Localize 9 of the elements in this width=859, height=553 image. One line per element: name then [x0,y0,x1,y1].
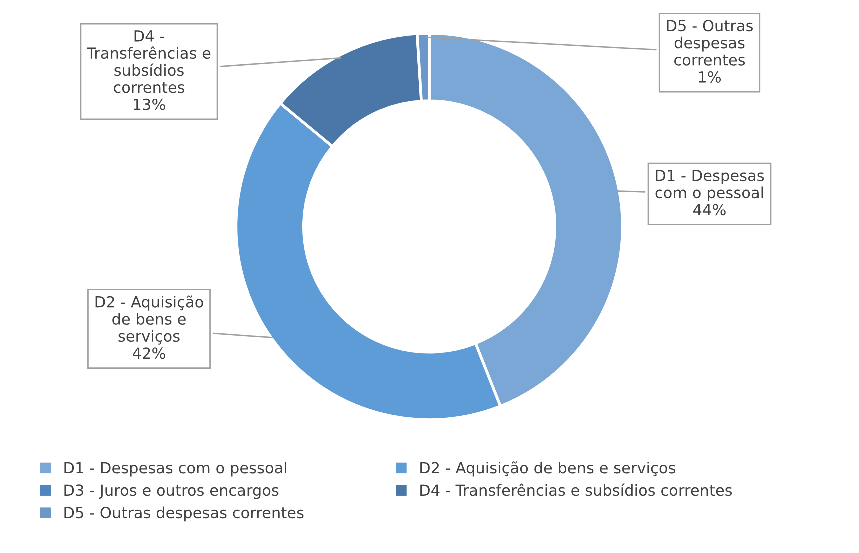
data-label: D2 - Aquisição de bens e serviços 42% [96,296,204,360]
legend-label: D3 - Juros e outros encargos [64,484,279,500]
data-label: D4 - Transferências e subsídios correntes 13% [87,30,211,110]
legend-label: D4 - Transferências e subsídios correntes [420,484,732,496]
legend-label: D2 - Aquisição de bens e serviços [420,462,676,477]
data-label: D5 - Outras despesas correntes 1% [667,20,754,83]
legend-label: D5 - Outras despesas correntes [64,506,304,522]
legend-label: D1 - Despesas com o pessoal [64,462,287,477]
data-label: D1 - Despesas com o pessoal 44% [656,170,764,216]
